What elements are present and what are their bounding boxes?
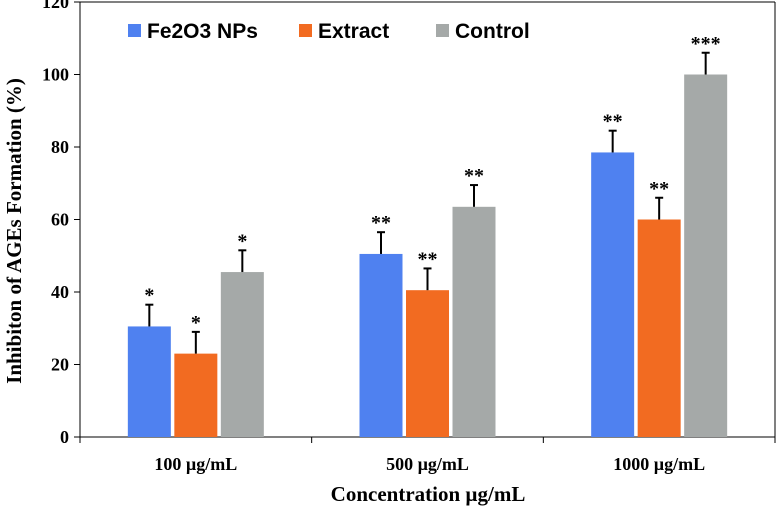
bar	[174, 353, 218, 437]
significance-label: **	[603, 111, 623, 133]
bar	[127, 326, 171, 437]
x-axis-ticks: 100 µg/mL 500 µg/mL 1000 µg/mL	[79, 437, 776, 474]
bar	[637, 219, 681, 437]
y-tick-label: 20	[51, 355, 69, 375]
y-tick-label: 0	[60, 427, 69, 447]
x-tick-label: 1000 µg/mL	[613, 454, 705, 474]
error-bars	[145, 51, 710, 354]
legend-label: Fe2O3 NPs	[147, 20, 258, 43]
bar	[359, 253, 403, 437]
legend-label: Extract	[318, 20, 389, 43]
significance-label: *	[191, 312, 201, 334]
x-tick-label: 100 µg/mL	[154, 454, 237, 474]
significance-label: **	[418, 248, 438, 270]
significance-label: *	[237, 230, 247, 252]
legend-swatch	[128, 24, 141, 37]
y-tick-label: 40	[51, 282, 69, 302]
bar	[684, 74, 728, 437]
y-tick-label: 80	[51, 137, 69, 157]
y-axis-title: Inhibiton of AGEs Formation (%)	[2, 78, 26, 384]
y-tick-label: 60	[51, 210, 69, 230]
significance-label: *	[144, 285, 154, 307]
y-tick-label: 120	[42, 0, 69, 12]
legend-swatch	[436, 24, 449, 37]
legend: Fe2O3 NPs Extract Control	[128, 20, 530, 43]
x-axis-title: Concentration µg/mL	[331, 482, 526, 506]
bar	[591, 152, 635, 437]
significance-label: **	[464, 165, 484, 187]
legend-swatch	[299, 24, 312, 37]
bar	[452, 206, 496, 437]
significance-label: ***	[691, 33, 721, 55]
bar	[406, 290, 449, 437]
significance-label: **	[371, 212, 391, 234]
y-tick-label: 100	[42, 65, 69, 85]
bars	[127, 74, 728, 437]
y-axis-ticks: 0 20 40 60 80 100 120	[42, 0, 80, 447]
significance-labels: ****************	[144, 33, 720, 334]
bar	[220, 272, 264, 437]
significance-label: **	[649, 178, 669, 200]
legend-label: Control	[455, 20, 530, 43]
x-tick-label: 500 µg/mL	[386, 454, 469, 474]
